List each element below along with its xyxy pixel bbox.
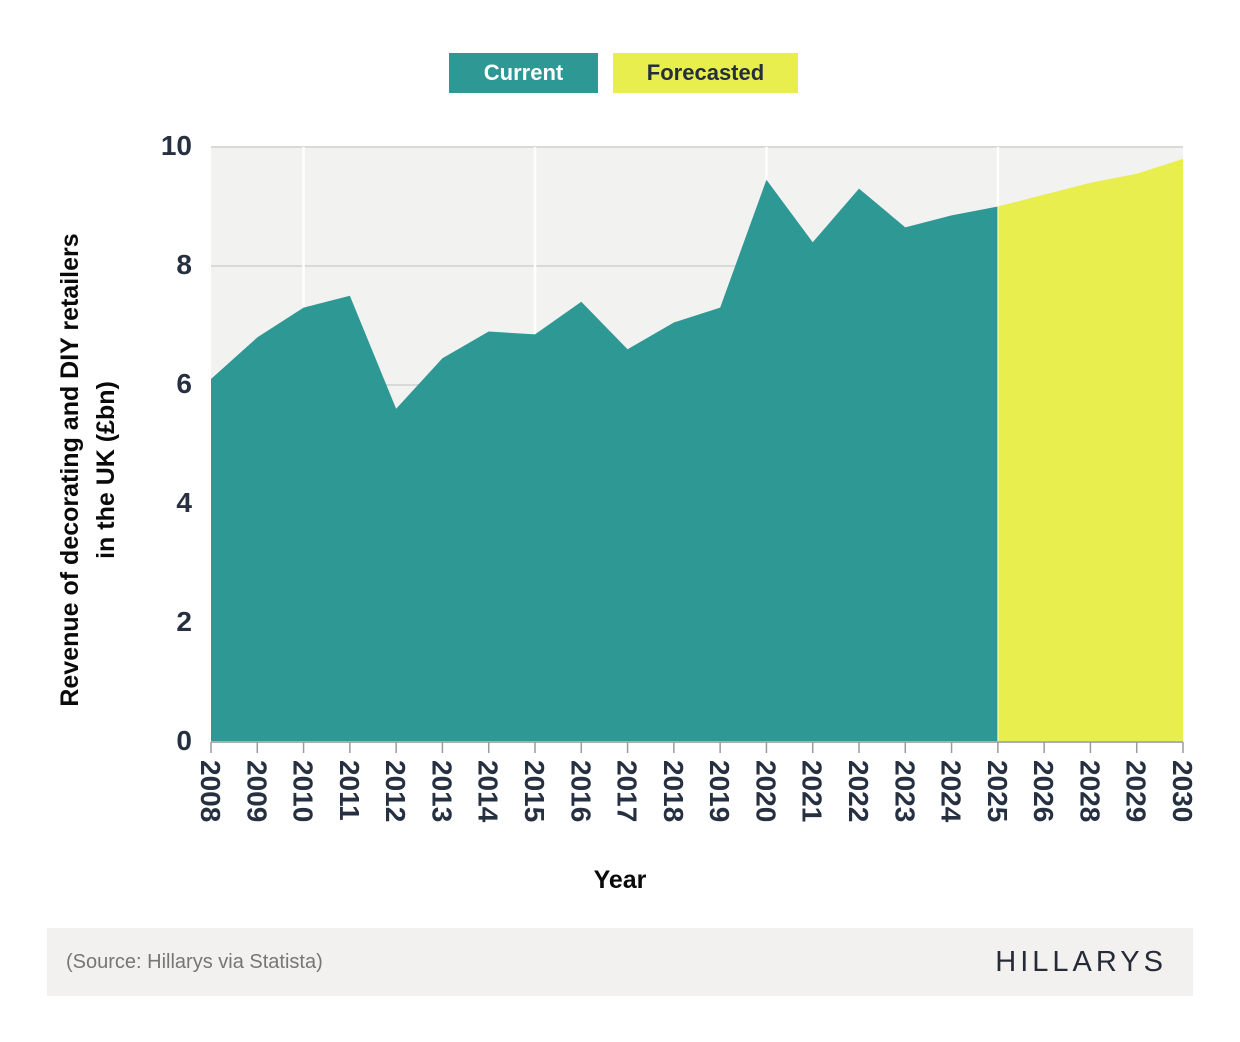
x-tick-label: 2022 bbox=[843, 760, 874, 822]
x-tick-label: 2024 bbox=[936, 760, 967, 823]
x-tick-label: 2008 bbox=[195, 760, 226, 822]
x-tick-label: 2020 bbox=[750, 760, 781, 822]
x-axis-title: Year bbox=[593, 866, 647, 894]
y-tick-label: 8 bbox=[176, 249, 192, 280]
y-axis-title-line1: Revenue of decorating and DIY retailers bbox=[56, 233, 84, 707]
y-tick-label: 0 bbox=[176, 725, 192, 756]
x-tick-label: 2023 bbox=[889, 760, 920, 822]
x-tick-label: 2015 bbox=[519, 760, 550, 822]
x-tick-label: 2010 bbox=[288, 760, 319, 822]
x-tick-label: 2011 bbox=[334, 760, 365, 821]
x-tick-label: 2028 bbox=[1074, 760, 1105, 822]
x-tick-label: 2016 bbox=[565, 760, 596, 822]
x-tick-label: 2014 bbox=[473, 760, 504, 823]
x-tick-label: 2025 bbox=[982, 760, 1013, 822]
y-tick-label: 10 bbox=[161, 130, 192, 161]
legend-forecasted-label: Forecasted bbox=[646, 60, 765, 85]
x-tick-label: 2012 bbox=[380, 760, 411, 822]
x-tick-label: 2026 bbox=[1028, 760, 1059, 822]
y-tick-label: 2 bbox=[176, 606, 192, 637]
current-area bbox=[211, 179, 998, 743]
x-tick-label: 2019 bbox=[704, 760, 735, 822]
x-tick-label: 2013 bbox=[426, 760, 457, 822]
y-axis-title-line2: in the UK (£bn) bbox=[92, 381, 121, 559]
forecasted-area bbox=[997, 158, 1183, 742]
source-attribution: (Source: Hillarys via Statista) bbox=[66, 950, 323, 973]
x-tick-label: 2029 bbox=[1121, 760, 1152, 822]
legend-item-forecasted: Forecasted bbox=[613, 53, 798, 93]
legend-current-label: Current bbox=[483, 60, 564, 85]
x-tick-label: 2030 bbox=[1167, 760, 1198, 822]
y-tick-label: 6 bbox=[176, 368, 192, 399]
x-tick-label: 2009 bbox=[241, 760, 272, 822]
x-tick-label: 2021 bbox=[797, 760, 828, 822]
x-tick-label: 2017 bbox=[612, 760, 643, 822]
area-chart: 2008 2009 2010 2011 2012 2013 2014 2015 2016 2017… bbox=[161, 130, 1198, 823]
y-axis-title: Revenue of decorating and DIY retailers … bbox=[52, 170, 128, 770]
legend-item-current: Current bbox=[449, 53, 598, 93]
y-tick-label: 4 bbox=[176, 487, 192, 518]
x-tick-label: 2018 bbox=[658, 760, 689, 822]
footer-bar: (Source: Hillarys via Statista) HILLARYS bbox=[47, 928, 1193, 996]
hillarys-logo: HILLARYS bbox=[995, 945, 1167, 978]
legend: Current Forecasted bbox=[449, 53, 798, 93]
